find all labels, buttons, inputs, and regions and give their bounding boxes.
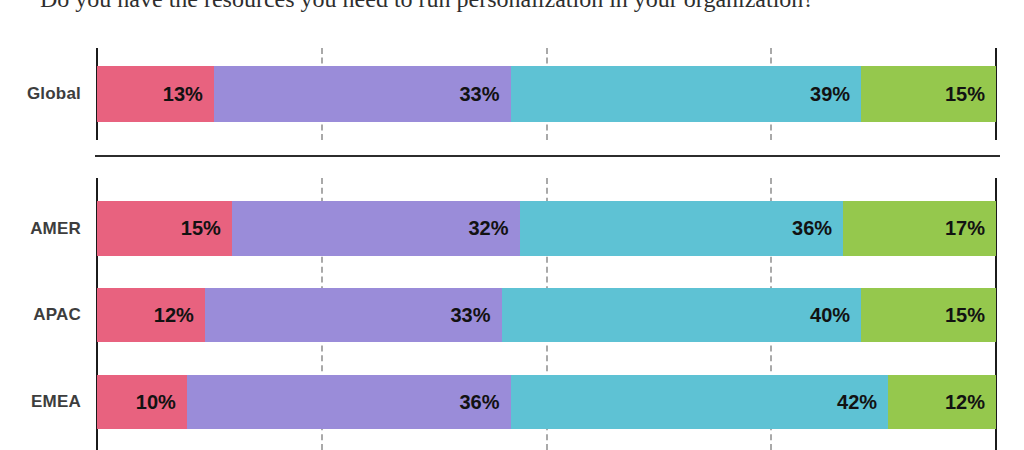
segment-value-label: 36% bbox=[459, 391, 499, 414]
bar-segment-4: 12% bbox=[888, 375, 996, 429]
bar-segment-1: 13% bbox=[97, 66, 214, 122]
row-label-amer: AMER bbox=[0, 201, 81, 256]
bar-segment-3: 39% bbox=[511, 66, 862, 122]
bar-segment-4: 15% bbox=[861, 66, 996, 122]
bar-row-global: 13% 33% 39% 15% bbox=[97, 66, 996, 122]
bar-segment-1: 12% bbox=[97, 288, 205, 342]
bar-segment-2: 33% bbox=[214, 66, 511, 122]
segment-value-label: 12% bbox=[945, 391, 985, 414]
segment-value-label: 17% bbox=[945, 217, 985, 240]
segment-value-label: 33% bbox=[451, 304, 491, 327]
bar-segment-1: 10% bbox=[97, 375, 187, 429]
segment-value-label: 42% bbox=[837, 391, 877, 414]
bar-segment-3: 40% bbox=[502, 288, 862, 342]
bar-segment-3: 42% bbox=[511, 375, 889, 429]
section-separator bbox=[95, 155, 1000, 157]
bar-row-apac: 12% 33% 40% 15% bbox=[97, 288, 996, 342]
chart-title: Do you have the resources you need to ru… bbox=[40, 0, 814, 11]
segment-value-label: 15% bbox=[181, 217, 221, 240]
chart-canvas: Do you have the resources you need to ru… bbox=[0, 0, 1024, 450]
segment-value-label: 32% bbox=[468, 217, 508, 240]
bar-segment-2: 36% bbox=[187, 375, 511, 429]
bar-segment-4: 17% bbox=[843, 201, 996, 256]
bar-segment-2: 33% bbox=[205, 288, 502, 342]
row-label-global: Global bbox=[0, 66, 81, 122]
segment-value-label: 36% bbox=[792, 217, 832, 240]
row-label-apac: APAC bbox=[0, 288, 81, 342]
bar-segment-4: 15% bbox=[861, 288, 996, 342]
bar-segment-1: 15% bbox=[97, 201, 232, 256]
segment-value-label: 10% bbox=[136, 391, 176, 414]
segment-value-label: 33% bbox=[459, 83, 499, 106]
segment-value-label: 15% bbox=[945, 83, 985, 106]
segment-value-label: 40% bbox=[810, 304, 850, 327]
row-label-emea: EMEA bbox=[0, 375, 81, 429]
segment-value-label: 12% bbox=[154, 304, 194, 327]
bar-segment-2: 32% bbox=[232, 201, 520, 256]
segment-value-label: 15% bbox=[945, 304, 985, 327]
bar-row-emea: 10% 36% 42% 12% bbox=[97, 375, 996, 429]
segment-value-label: 39% bbox=[810, 83, 850, 106]
segment-value-label: 13% bbox=[163, 83, 203, 106]
bar-segment-3: 36% bbox=[520, 201, 844, 256]
bar-row-amer: 15% 32% 36% 17% bbox=[97, 201, 996, 256]
